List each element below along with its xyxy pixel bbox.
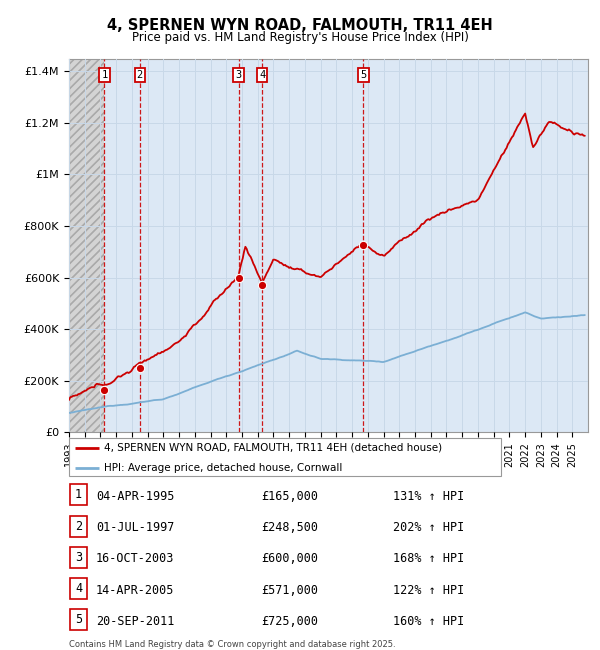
Text: 04-APR-1995: 04-APR-1995 bbox=[96, 490, 175, 503]
Text: £600,000: £600,000 bbox=[261, 552, 318, 566]
Text: 4: 4 bbox=[75, 582, 82, 595]
FancyBboxPatch shape bbox=[70, 578, 87, 599]
Text: 131% ↑ HPI: 131% ↑ HPI bbox=[393, 490, 464, 503]
Text: HPI: Average price, detached house, Cornwall: HPI: Average price, detached house, Corn… bbox=[104, 463, 342, 473]
Text: 4, SPERNEN WYN ROAD, FALMOUTH, TR11 4EH (detached house): 4, SPERNEN WYN ROAD, FALMOUTH, TR11 4EH … bbox=[104, 443, 442, 452]
Text: 202% ↑ HPI: 202% ↑ HPI bbox=[393, 521, 464, 534]
Text: 01-JUL-1997: 01-JUL-1997 bbox=[96, 521, 175, 534]
Text: 122% ↑ HPI: 122% ↑ HPI bbox=[393, 584, 464, 597]
Bar bbox=[69, 58, 104, 432]
Text: 4: 4 bbox=[259, 70, 265, 80]
Text: 1: 1 bbox=[75, 488, 82, 501]
Text: 2: 2 bbox=[137, 70, 143, 80]
Bar bbox=[69, 58, 104, 432]
Text: 1: 1 bbox=[101, 70, 107, 80]
Text: 16-OCT-2003: 16-OCT-2003 bbox=[96, 552, 175, 566]
Text: £248,500: £248,500 bbox=[261, 521, 318, 534]
Text: £571,000: £571,000 bbox=[261, 584, 318, 597]
Text: 2: 2 bbox=[75, 519, 82, 532]
FancyBboxPatch shape bbox=[70, 547, 87, 568]
FancyBboxPatch shape bbox=[70, 609, 87, 630]
Text: £725,000: £725,000 bbox=[261, 615, 318, 628]
Text: 3: 3 bbox=[236, 70, 242, 80]
FancyBboxPatch shape bbox=[70, 484, 87, 506]
Text: 168% ↑ HPI: 168% ↑ HPI bbox=[393, 552, 464, 566]
Text: 160% ↑ HPI: 160% ↑ HPI bbox=[393, 615, 464, 628]
FancyBboxPatch shape bbox=[70, 515, 87, 537]
Text: 20-SEP-2011: 20-SEP-2011 bbox=[96, 615, 175, 628]
Bar bbox=[104, 58, 588, 432]
Text: 4, SPERNEN WYN ROAD, FALMOUTH, TR11 4EH: 4, SPERNEN WYN ROAD, FALMOUTH, TR11 4EH bbox=[107, 18, 493, 33]
Text: 3: 3 bbox=[75, 551, 82, 564]
Text: Contains HM Land Registry data © Crown copyright and database right 2025.
This d: Contains HM Land Registry data © Crown c… bbox=[69, 640, 395, 650]
Text: £165,000: £165,000 bbox=[261, 490, 318, 503]
Text: 5: 5 bbox=[75, 613, 82, 626]
Text: Price paid vs. HM Land Registry's House Price Index (HPI): Price paid vs. HM Land Registry's House … bbox=[131, 31, 469, 44]
Text: 14-APR-2005: 14-APR-2005 bbox=[96, 584, 175, 597]
Text: 5: 5 bbox=[360, 70, 367, 80]
